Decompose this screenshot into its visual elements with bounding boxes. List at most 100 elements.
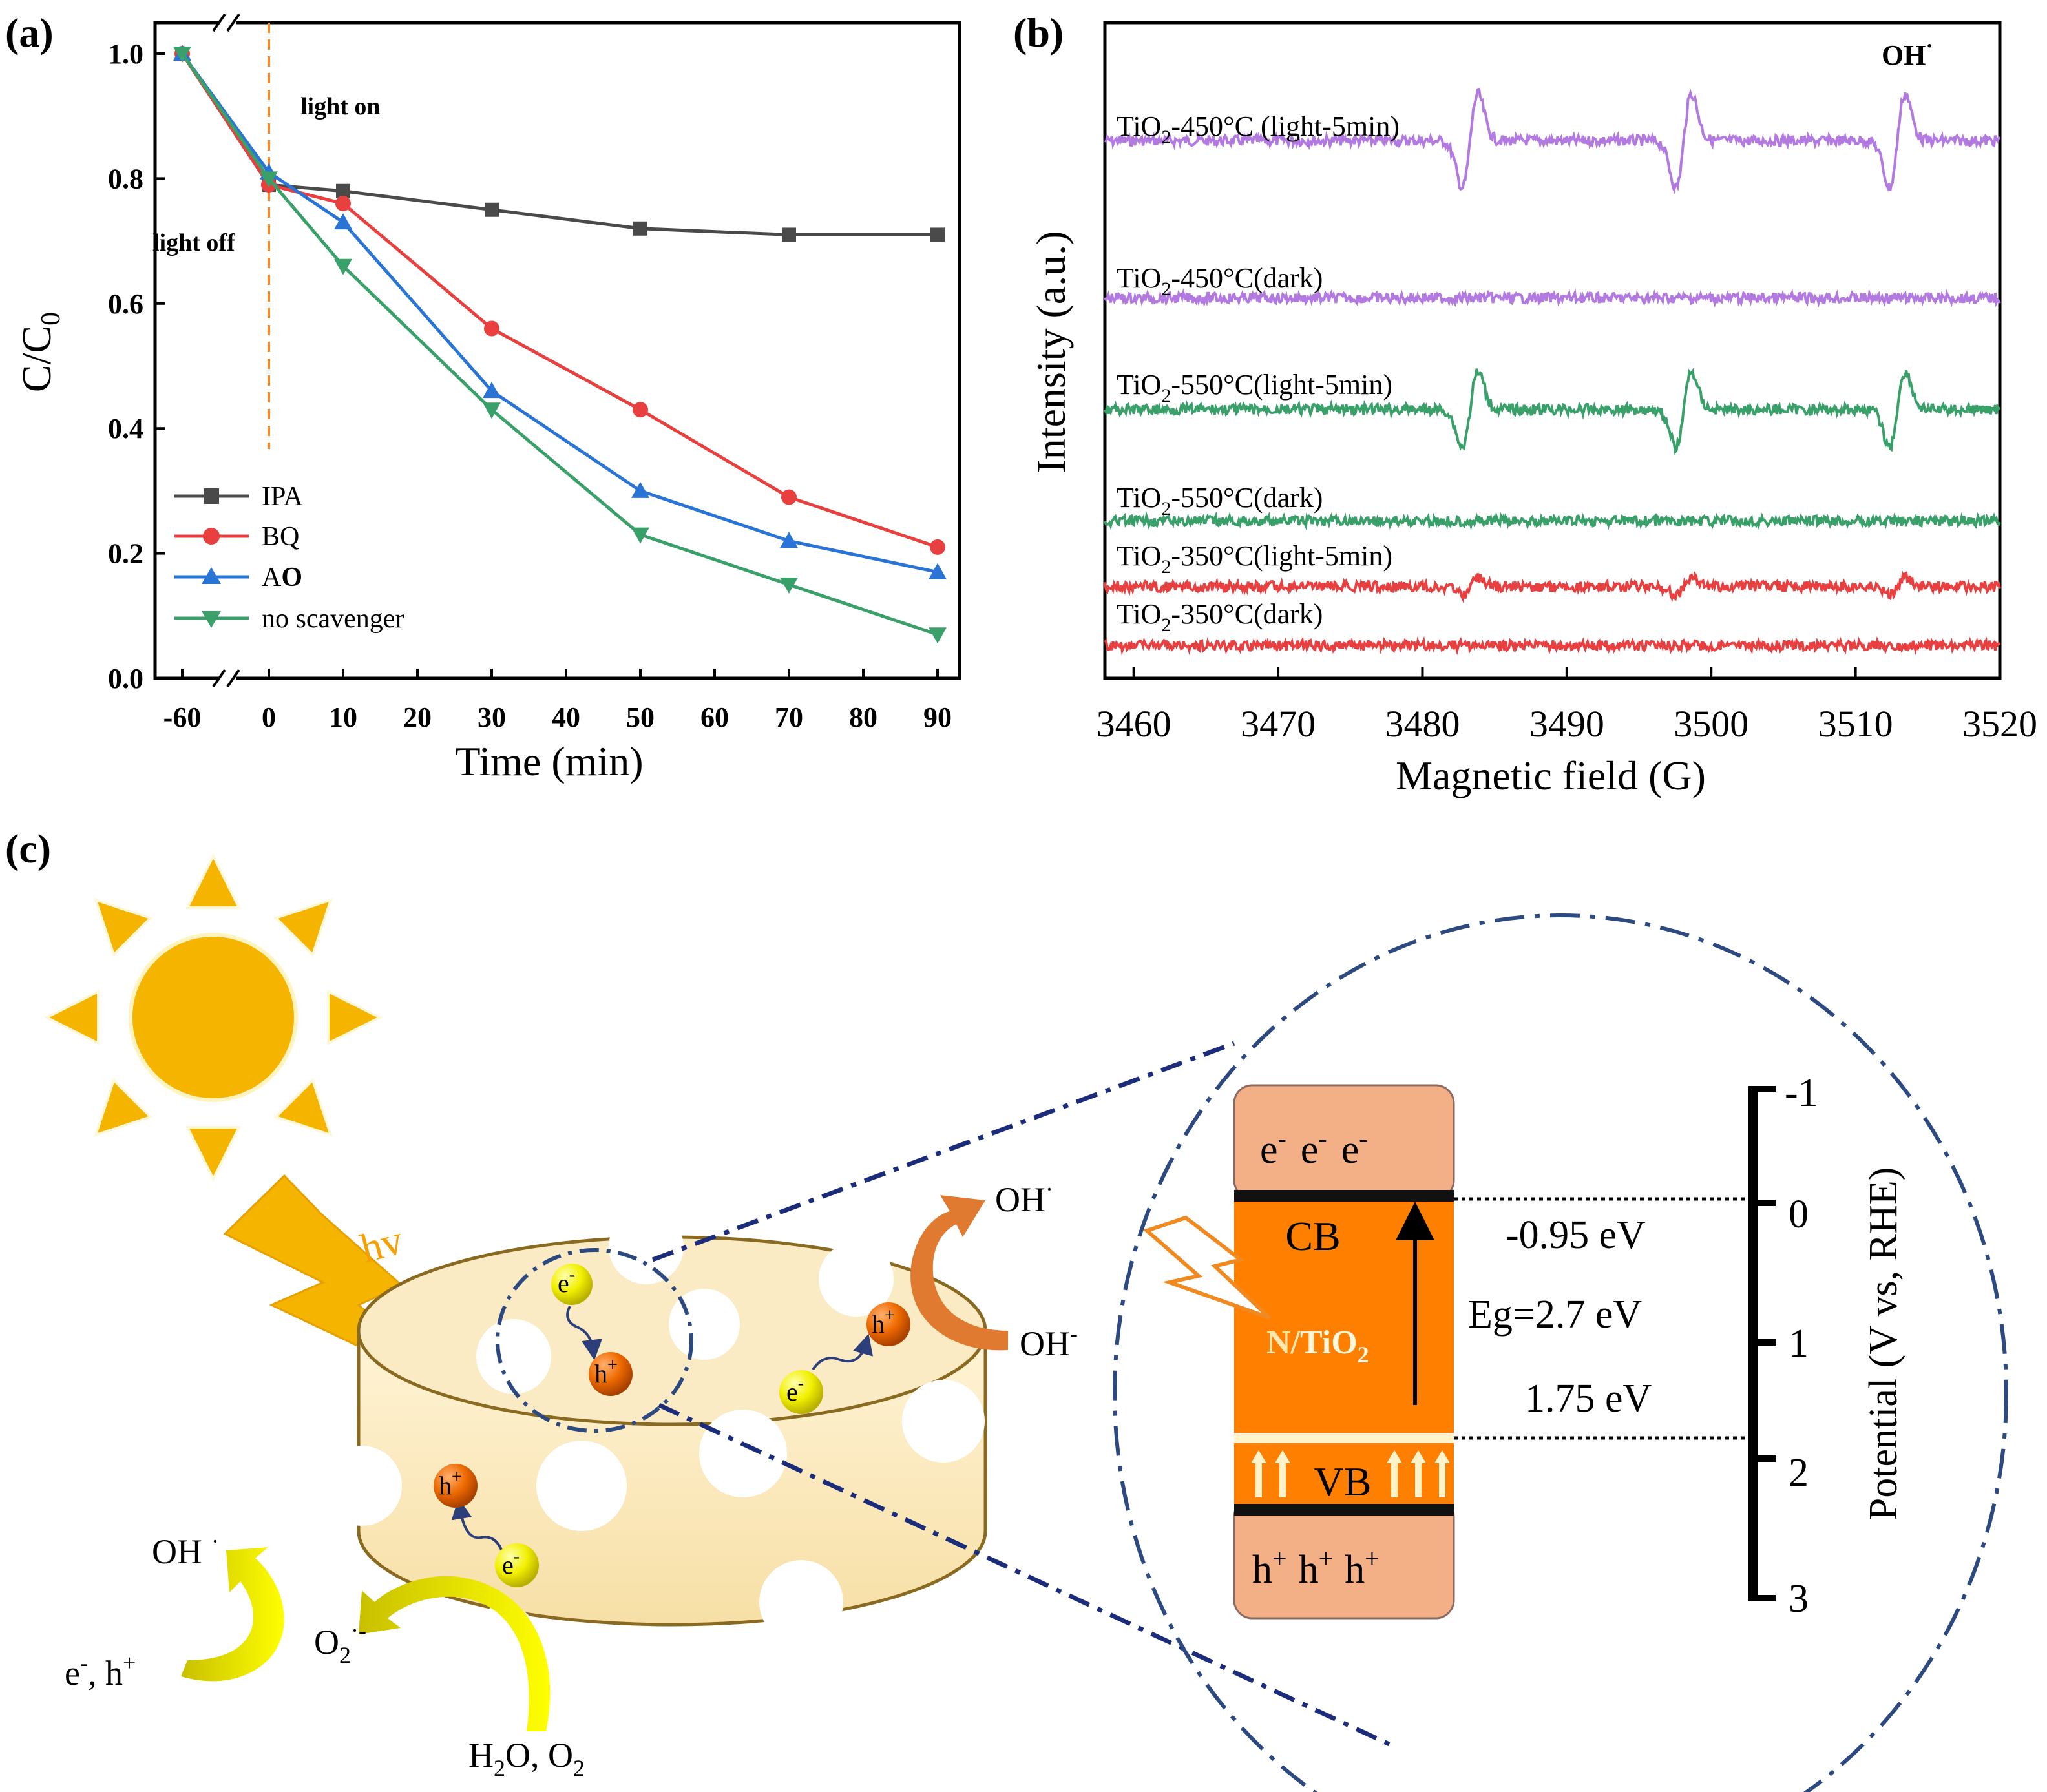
legend-bq-label: BQ [262,522,299,552]
light-off-label: light off [152,229,236,256]
series-ipa [175,47,945,242]
sun-icon [43,853,383,1182]
epr-trace-label: TiO2-550°C(light-5min) [1117,369,1392,406]
panel-a: (a) light on light off -60 0 10 20 30 40 50 60 7… [5,10,961,784]
electron-icon [495,1543,539,1587]
legend-no-scavenger: no scavenger [174,604,404,634]
panel-b-title: OH· [1882,34,1933,71]
epr-trace [1104,570,2001,603]
data-point [780,577,798,594]
data-point [334,213,352,230]
zoom-region [496,1248,693,1433]
epr-trace [1104,87,2001,194]
data-point [173,47,191,63]
panel-a-axes: -60 0 10 20 30 40 50 60 70 80 90 0.0 0.2 0.4 0.6 0.8 1.0 [108,38,952,733]
epr-trace-label: TiO2-350°C(light-5min) [1117,540,1392,578]
epr-trace [1104,368,2001,455]
potential-tick-neg1: -1 [1785,1071,1818,1115]
legend-no-scavenger-label: no scavenger [262,604,404,634]
potential-tick-0: 0 [1789,1193,1809,1236]
epr-trace [1104,510,2001,531]
panel-a-label: (a) [5,10,54,56]
epr-trace [1104,288,2001,308]
reactants-label: H2O, O2 [468,1736,585,1781]
material-label: N/TiO2 [1266,1324,1369,1368]
data-point [781,489,797,505]
electron-label: e- [558,1265,575,1298]
data-point [633,402,648,418]
data-point [484,320,499,337]
data-point [260,171,278,188]
epr-trace-label: TiO2-550°C(dark) [1117,482,1323,519]
series-line [180,52,938,549]
a-xtick-label: 30 [478,702,506,733]
carrier-pair-1: e- h+ [551,1264,633,1396]
a-xtick-label: 10 [329,702,357,733]
panel-c-label: (c) [5,826,51,871]
electron-icon [551,1264,593,1305]
epr-trace-label: TiO2-450°C (light-5min) [1117,110,1400,148]
potential-tick-3: 3 [1789,1577,1809,1621]
cb-electrons: e-e-e- [1260,1124,1368,1172]
panel-a-xlabel: Time (min) [456,738,644,784]
legend-ipa: IPA [174,482,303,512]
a-xtick-label: 60 [700,702,729,733]
series-bq [174,46,945,555]
b-xtick-label: 3510 [1818,703,1893,745]
data-point [631,481,649,498]
zoom-circle [1113,913,2008,1792]
hole-icon [866,1302,910,1346]
b-xtick-label: 3520 [1962,703,2037,745]
panel-a-frame [153,21,961,680]
data-point [334,258,352,275]
legend-ipa-label: IPA [262,482,303,512]
a-ytick-label: 0.8 [108,163,143,194]
a-xtick-label: 90 [923,702,952,733]
a-xtick-label: 40 [552,702,580,733]
vb-arrows-icon [1251,1450,1450,1497]
b-xtick-label: 3490 [1529,703,1604,745]
panel-b-frame [1103,21,2002,680]
carrier-pair-3: h+ e- [434,1464,539,1587]
panel-a-legend: IPA BQ AO no scavenger [174,482,404,634]
potential-axis: -1 0 1 2 3 Potential (V vs, RHE) [1748,1071,1905,1621]
superoxide-formation-arrow [359,1576,551,1731]
panel-b-traces [1104,87,2001,656]
band-diagram: VB CB N/TiO2 e-e-e- h+ h+ h+ -0.95 eV Eg=2… [1143,1084,1758,1620]
data-point [930,227,945,242]
axis-break-bottom [212,669,240,688]
electron-icon [779,1370,823,1414]
legend-bq: BQ [174,522,299,552]
a-xtick-label: 80 [849,702,877,733]
panel-b-axes: 3460 3470 3480 3490 3500 3510 3520 [1097,667,2037,745]
data-point [336,183,350,198]
panel-b-ylabel: Intensity (a.u.) [1028,231,1074,474]
electron-label: e- [786,1373,804,1406]
hole-label: h+ [439,1467,462,1500]
oh-radical-label: OH· [995,1176,1053,1219]
a-ytick-label: 0.4 [108,413,143,444]
oh-oxidation-arrow [910,1195,1008,1351]
epr-trace [1104,636,2001,656]
zoom-line-top [651,1041,1235,1262]
a-xtick-label: 70 [775,702,803,733]
a-ytick-label: 0.0 [108,663,143,694]
light-on-label: light on [300,93,381,120]
panel-b-xlabel: Magnetic field (G) [1396,753,1706,798]
vb-label: VB [1314,1459,1372,1505]
catalyst-disk [322,1209,987,1676]
axis-break-top [212,13,240,32]
data-point [782,227,796,242]
potential-axis-label: Potential (V vs, RHE) [1862,1167,1905,1521]
series-no-scavenger [173,47,947,644]
a-xtick-label: 0 [262,702,276,733]
data-point [483,382,501,399]
cb-level-label: -0.95 eV [1506,1213,1646,1257]
data-point [929,563,947,579]
superoxide-label: O2·- [314,1618,366,1668]
oh-anion-label: OH- [1020,1320,1078,1363]
vb-holes: h+ h+ h+ [1252,1544,1380,1592]
radical-formation-arrow [181,1547,284,1682]
a-ytick-label: 0.2 [108,538,143,570]
panel-c: (c) hv [5,826,2008,1792]
